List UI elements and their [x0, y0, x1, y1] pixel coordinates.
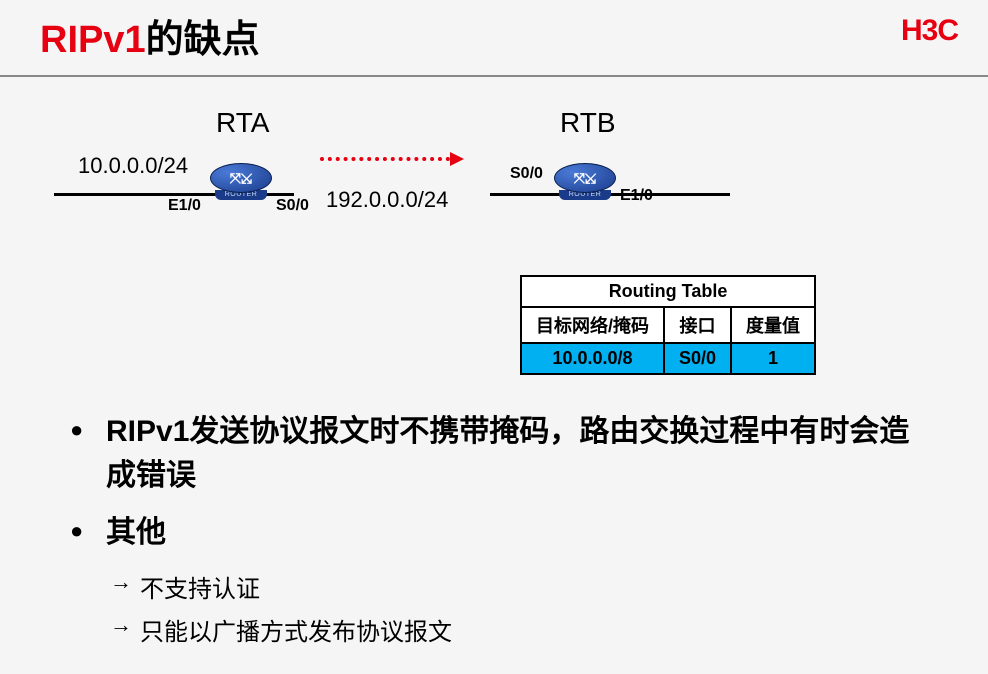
page-title: RIPv1的缺点: [40, 8, 958, 63]
rt-cell-0-0: 10.0.0.0/8: [521, 343, 664, 374]
sub-1-1: 只能以广播方式发布协议报文: [70, 612, 930, 647]
header: RIPv1的缺点 H3C: [0, 0, 988, 77]
bullet-0: RIPv1发送协议报文时不携带掩码，路由交换过程中有时会造成错误: [70, 410, 930, 497]
iface-e10-a: E1/0: [168, 197, 201, 215]
rt-cell-0-1: S0/0: [664, 343, 731, 374]
router-b-icon: ⤧⤩ ROUTER: [554, 163, 618, 207]
network-diagram: RTA RTB 10.0.0.0/24 192.0.0.0/24 ⤧⤩ ROUT…: [0, 107, 988, 287]
rt-row-0: 10.0.0.0/8 S0/0 1: [521, 343, 815, 374]
net-mid-label: 192.0.0.0/24: [326, 187, 448, 213]
routing-table: Routing Table 目标网络/掩码 接口 度量值 10.0.0.0/8 …: [520, 275, 816, 375]
iface-s00-b: S0/0: [510, 165, 543, 183]
rt-title: Routing Table: [521, 276, 815, 307]
dotted-arrow: [320, 157, 450, 161]
h3c-logo: H3C: [901, 14, 958, 48]
rtb-label: RTB: [560, 107, 616, 139]
rt-cell-0-2: 1: [731, 343, 815, 374]
rt-col-1: 接口: [664, 307, 731, 343]
rt-header-row: 目标网络/掩码 接口 度量值: [521, 307, 815, 343]
rt-col-2: 度量值: [731, 307, 815, 343]
net-left-label: 10.0.0.0/24: [78, 153, 188, 179]
iface-e10-b: E1/0: [620, 187, 653, 205]
sub-1-0: 不支持认证: [70, 569, 930, 604]
rta-label: RTA: [216, 107, 269, 139]
bullet-1: 其他: [70, 511, 930, 555]
title-red: RIPv1: [40, 19, 146, 61]
iface-s00-a: S0/0: [276, 197, 309, 215]
bullet-list: RIPv1发送协议报文时不携带掩码，路由交换过程中有时会造成错误 其他 不支持认…: [70, 410, 930, 655]
title-black: 的缺点: [146, 19, 260, 61]
router-a-icon: ⤧⤩ ROUTER: [210, 163, 274, 207]
rt-col-0: 目标网络/掩码: [521, 307, 664, 343]
